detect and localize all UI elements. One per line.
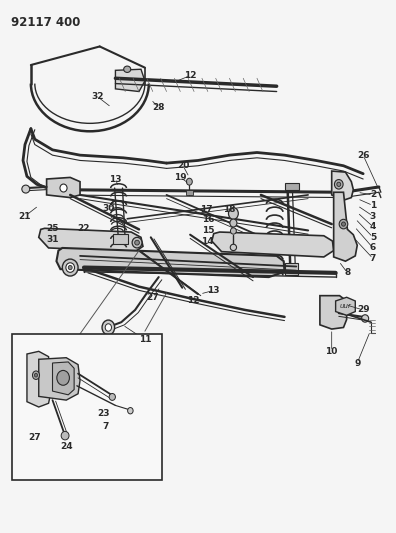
Ellipse shape [341,222,345,226]
Polygon shape [336,297,355,316]
Bar [285,263,298,275]
Text: 14: 14 [202,237,214,246]
Text: 10: 10 [326,347,338,356]
Text: 19: 19 [174,173,187,182]
Text: 32: 32 [91,92,104,101]
Text: 23: 23 [97,409,110,418]
Ellipse shape [68,265,72,270]
Ellipse shape [62,259,78,276]
Text: 4: 4 [370,222,376,231]
Text: 3: 3 [370,212,376,221]
Text: 27: 27 [147,293,159,302]
Text: 13: 13 [208,286,220,295]
Ellipse shape [230,228,236,234]
Ellipse shape [339,219,348,229]
Text: 25: 25 [46,224,59,233]
Polygon shape [320,296,346,329]
Text: 7: 7 [370,254,376,263]
Text: 28: 28 [152,103,165,112]
Text: 20: 20 [177,161,189,170]
Ellipse shape [66,263,74,272]
Ellipse shape [32,371,40,379]
Polygon shape [212,232,334,257]
Ellipse shape [228,208,238,219]
Ellipse shape [230,219,237,227]
Polygon shape [39,228,143,252]
Text: 27: 27 [29,433,41,442]
Text: 30: 30 [102,204,114,213]
Text: 26: 26 [357,151,369,160]
Text: 92117 400: 92117 400 [11,16,81,29]
Text: 29: 29 [357,305,369,314]
Text: 12: 12 [184,71,196,80]
Ellipse shape [60,184,67,192]
Polygon shape [57,248,284,277]
Ellipse shape [335,180,343,189]
Text: 15: 15 [202,226,214,235]
Bar [284,183,299,190]
Ellipse shape [34,373,38,377]
Text: 21: 21 [19,212,31,221]
Text: uur: uur [339,303,351,309]
Ellipse shape [362,315,369,322]
Text: 6: 6 [370,244,376,253]
Ellipse shape [337,182,341,187]
Text: 16: 16 [202,215,214,224]
Polygon shape [39,358,80,400]
Text: 7: 7 [103,422,109,431]
Text: 17: 17 [200,205,212,214]
Bar [113,233,128,244]
Bar [186,190,193,196]
Polygon shape [115,69,145,92]
Ellipse shape [230,244,236,251]
Text: 22: 22 [78,224,90,233]
Text: 11: 11 [139,335,151,344]
Text: 12: 12 [187,296,200,305]
Polygon shape [27,351,51,407]
Ellipse shape [132,237,142,248]
Bar [12,334,162,480]
Ellipse shape [124,66,131,72]
Polygon shape [334,192,357,261]
Text: 9: 9 [354,359,360,367]
Ellipse shape [102,320,114,335]
Ellipse shape [187,178,192,185]
Text: 24: 24 [60,442,72,451]
Polygon shape [47,177,80,198]
Ellipse shape [105,324,112,331]
Ellipse shape [128,408,133,414]
Ellipse shape [109,393,115,400]
Text: 1: 1 [370,201,376,210]
Ellipse shape [22,185,30,193]
Text: 5: 5 [370,233,376,242]
Ellipse shape [57,370,69,385]
Ellipse shape [135,240,139,245]
Text: 18: 18 [223,205,236,214]
Text: 31: 31 [46,236,59,245]
Polygon shape [332,171,353,200]
Text: 8: 8 [344,268,350,277]
Text: 13: 13 [109,174,122,183]
Ellipse shape [61,431,69,440]
Text: 2: 2 [370,190,376,199]
Polygon shape [53,362,74,395]
